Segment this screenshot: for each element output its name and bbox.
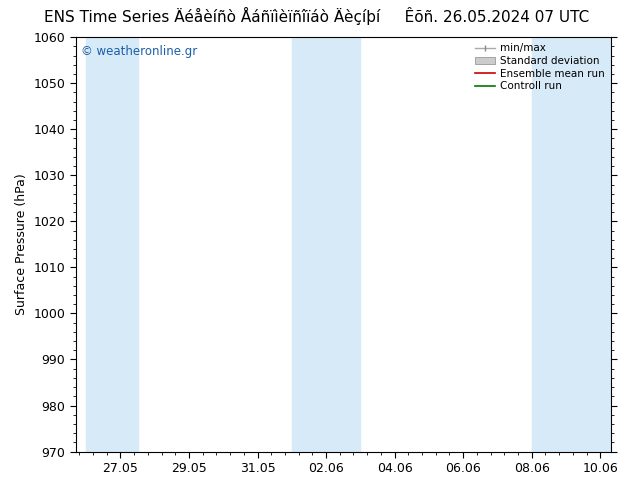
Bar [86,37,138,452]
Text: © weatheronline.gr: © weatheronline.gr [81,46,197,58]
Text: ENS Time Series Äéåèíñò Åáñïìèïñîïáò Äèçíþí     Êõñ. 26.05.2024 07 UTC: ENS Time Series Äéåèíñò Åáñïìèïñîïáò Äèç… [44,7,590,25]
Bar [532,37,611,452]
Legend: min/max, Standard deviation, Ensemble mean run, Controll run: min/max, Standard deviation, Ensemble me… [470,39,609,96]
Bar [292,37,360,452]
Y-axis label: Surface Pressure (hPa): Surface Pressure (hPa) [15,173,28,315]
